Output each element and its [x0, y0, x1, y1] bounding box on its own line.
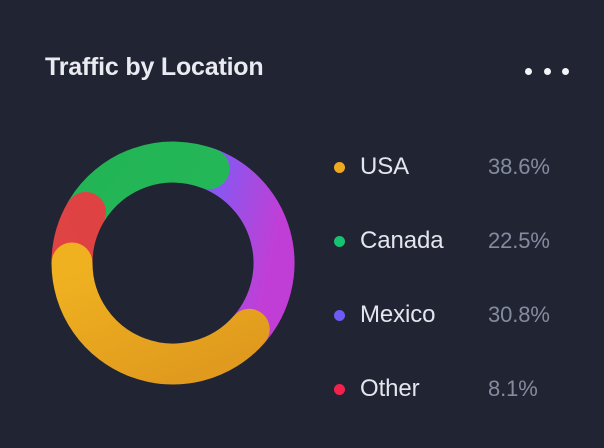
ellipsis-horizontal-icon[interactable] — [525, 58, 569, 84]
legend-label-usa: USA — [360, 153, 410, 180]
legend-label-other: Other — [360, 375, 420, 402]
legend-item-other[interactable]: Other 8.1% — [328, 352, 583, 426]
donut-chart-container — [32, 118, 314, 408]
ellipsis-dot-2 — [543, 67, 551, 75]
legend-item-mexico[interactable]: Mexico 30.8% — [328, 278, 583, 352]
legend-label-mexico: Mexico — [360, 301, 436, 328]
legend-value-canada: 22.5% — [488, 228, 550, 253]
legend-swatch-canada-icon — [334, 235, 345, 247]
chart-legend: USA 38.6% Canada 22.5% Mexico 30.8% Othe… — [328, 130, 583, 426]
page-title: Traffic by Location — [45, 53, 264, 81]
legend-value-other: 8.1% — [488, 376, 538, 401]
legend-label-canada: Canada — [360, 227, 444, 254]
legend-value-usa: 38.6% — [488, 154, 550, 179]
legend-swatch-mexico-icon — [334, 309, 345, 321]
ellipsis-dot-3 — [562, 67, 569, 75]
legend-swatch-other-icon — [334, 383, 345, 395]
donut-segment-usa[interactable] — [51, 242, 270, 385]
legend-item-usa[interactable]: USA 38.6% — [328, 130, 583, 204]
donut-segment-canada[interactable] — [65, 141, 230, 232]
legend-item-canada[interactable]: Canada 22.5% — [328, 204, 583, 278]
legend-value-mexico: 30.8% — [488, 302, 550, 327]
ellipsis-dot-1 — [525, 67, 532, 75]
donut-chart — [51, 141, 295, 385]
donut-segment-mexico-arc[interactable] — [185, 147, 295, 349]
legend-swatch-usa-icon — [334, 161, 345, 173]
card-header: Traffic by Location — [0, 0, 604, 110]
